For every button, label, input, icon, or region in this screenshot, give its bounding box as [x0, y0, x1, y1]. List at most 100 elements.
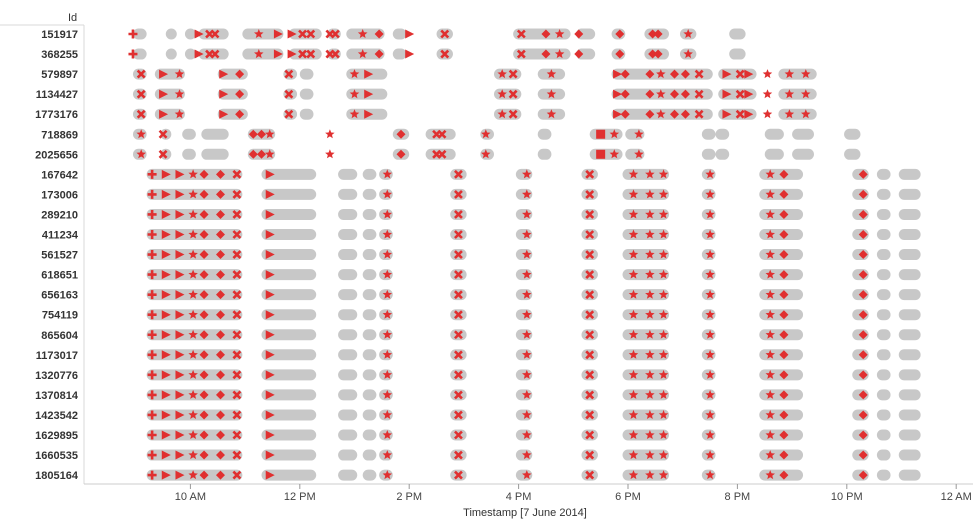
star-mark: [554, 49, 565, 59]
x-mark: [330, 29, 340, 39]
star-mark: [522, 229, 532, 239]
activity-segment: [261, 449, 317, 461]
activity-segment: [898, 208, 921, 220]
diamond-mark: [215, 290, 225, 300]
x-mark: [232, 189, 242, 199]
x-mark: [454, 330, 463, 340]
x-mark: [298, 29, 307, 39]
star-mark: [357, 49, 368, 59]
star-mark: [634, 149, 644, 159]
star-mark: [382, 369, 393, 379]
star-mark: [656, 109, 666, 119]
x-tick-label: 2 PM: [396, 491, 422, 503]
chart-row: 1773176: [35, 108, 817, 121]
diamond-mark: [215, 270, 225, 280]
star-mark: [628, 470, 639, 480]
x-mark: [232, 230, 242, 239]
activity-segment: [261, 249, 317, 261]
star-mark: [522, 470, 532, 480]
triangle-mark: [161, 209, 171, 219]
triangle-mark: [175, 230, 185, 239]
x-mark: [284, 89, 294, 99]
activity-segment: [261, 389, 317, 401]
star-mark: [705, 329, 715, 339]
activity-segment: [160, 128, 172, 140]
triangle-mark: [175, 209, 185, 219]
chart-row: 173006: [41, 188, 921, 201]
star-mark: [645, 309, 655, 319]
activity-segment: [261, 369, 317, 381]
star-mark: [382, 349, 393, 359]
activity-segment: [778, 88, 817, 100]
activity-segment: [261, 289, 317, 301]
activity-segment: [261, 469, 317, 481]
activity-segment: [362, 409, 377, 421]
activity-segment: [898, 469, 921, 481]
diamond-mark: [215, 430, 225, 440]
star-mark: [765, 369, 775, 379]
x-mark: [508, 109, 518, 119]
triangle-mark: [364, 89, 374, 99]
star-mark: [522, 209, 532, 219]
x-mark: [585, 450, 595, 460]
activity-segment: [338, 168, 358, 180]
x-mark: [585, 410, 595, 420]
activity-segment: [132, 28, 147, 40]
activity-segment: [338, 208, 358, 220]
diamond-mark: [858, 330, 868, 340]
star-mark: [705, 289, 715, 299]
activity-segment: [299, 108, 314, 120]
diamond-mark: [669, 89, 679, 99]
activity-segment: [261, 229, 317, 240]
activity-segment: [261, 309, 317, 321]
star-mark: [628, 369, 639, 379]
x-mark: [585, 290, 595, 300]
cross-mark: [147, 169, 157, 179]
star-mark: [188, 309, 198, 319]
star-mark: [325, 149, 335, 159]
star-mark: [522, 409, 532, 419]
star-mark: [382, 450, 393, 460]
triangle-mark: [273, 29, 283, 39]
triangle-mark: [265, 430, 275, 440]
x-mark: [232, 210, 242, 219]
triangle-mark: [613, 109, 623, 119]
cross-mark: [147, 330, 157, 340]
chart-row: 656163: [41, 289, 921, 302]
activity-segment: [715, 148, 730, 160]
triangle-mark: [265, 209, 275, 219]
x-mark: [454, 250, 463, 259]
diamond-mark: [199, 189, 209, 199]
activity-segment: [338, 389, 358, 401]
diamond-mark: [615, 49, 625, 59]
star-mark: [136, 149, 146, 159]
triangle-mark: [175, 470, 185, 480]
diamond-mark: [574, 29, 584, 39]
star-mark: [705, 209, 715, 219]
star-mark: [382, 209, 393, 219]
activity-segment: [876, 249, 891, 261]
diamond-mark: [858, 390, 868, 400]
x-mark: [306, 29, 316, 39]
diamond-mark: [235, 109, 245, 119]
triangle-mark: [219, 89, 229, 99]
triangle-mark: [273, 49, 283, 59]
activity-segment: [338, 289, 358, 301]
triangle-mark: [405, 49, 415, 59]
activity-segment: [338, 469, 358, 481]
star-mark: [656, 69, 666, 79]
star-mark: [265, 149, 275, 159]
activity-segment: [876, 208, 891, 220]
activity-segment: [362, 349, 377, 361]
x-mark: [585, 210, 595, 219]
activity-segment: [362, 309, 377, 321]
star-mark: [382, 269, 393, 279]
triangle-mark: [265, 189, 275, 199]
star-mark: [382, 389, 393, 399]
x-mark: [158, 149, 168, 159]
star-mark: [765, 229, 775, 239]
star-mark: [705, 269, 715, 279]
star-mark: [765, 289, 775, 299]
activity-segment: [876, 449, 891, 461]
square-mark: [596, 129, 606, 139]
